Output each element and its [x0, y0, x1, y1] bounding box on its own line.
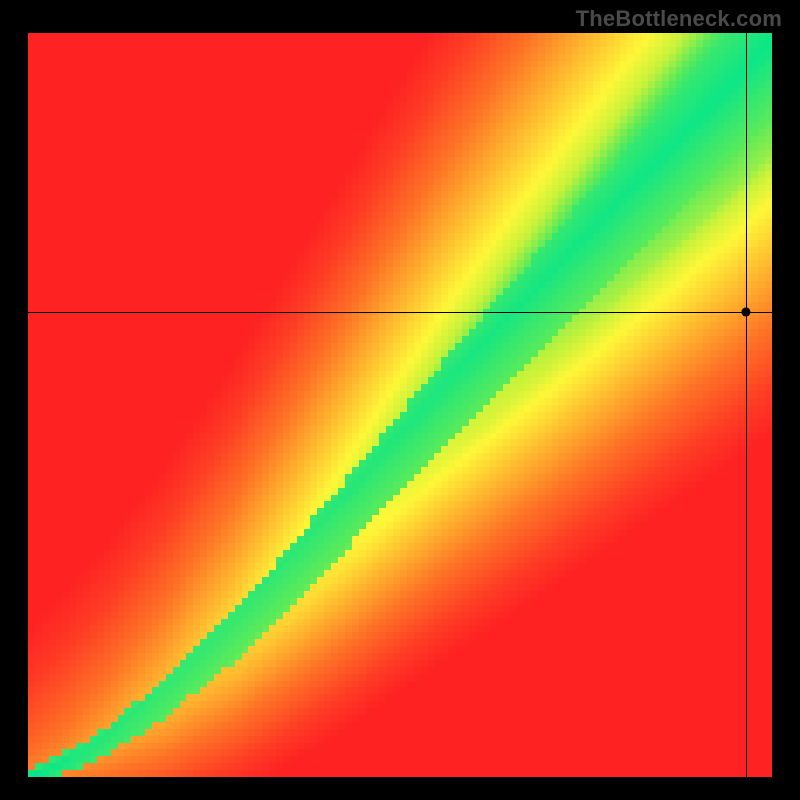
crosshair-overlay — [28, 33, 772, 777]
chart-container: TheBottleneck.com — [0, 0, 800, 800]
watermark-text: TheBottleneck.com — [576, 6, 782, 32]
